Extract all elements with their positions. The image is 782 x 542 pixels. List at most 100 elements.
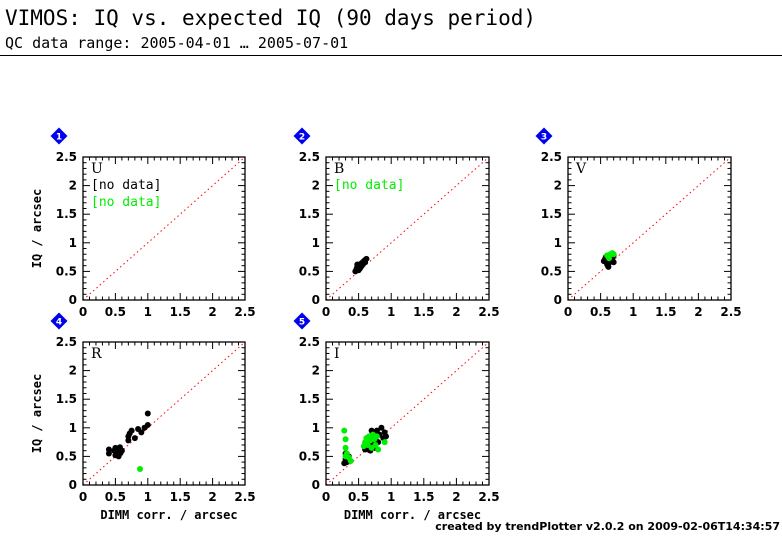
y-tick-label: 2.5 — [299, 150, 320, 164]
y-tick-label: 0 — [69, 478, 77, 492]
y-tick-label: 1 — [69, 421, 77, 435]
plot-frame — [82, 156, 246, 301]
y-axis-label: IQ / arcsec — [30, 374, 44, 453]
panel-badge-diamond — [293, 127, 311, 145]
y-tick-label: 1.5 — [56, 207, 77, 221]
data-point — [128, 427, 135, 434]
x-tick-label: 0 — [79, 305, 87, 319]
x-tick-label: 2.5 — [478, 305, 499, 319]
x-tick-label: 1.5 — [413, 305, 434, 319]
data-point — [373, 433, 380, 440]
plot-frame — [567, 156, 732, 301]
x-tick-label: 1.5 — [413, 490, 434, 504]
data-point — [356, 265, 363, 272]
data-point — [118, 447, 125, 454]
panel-badge-number: 4 — [56, 318, 62, 328]
y-tick-label: 2 — [554, 179, 562, 193]
x-tick-label: 0 — [322, 490, 330, 504]
data-point — [342, 444, 349, 451]
page-title: VIMOS: IQ vs. expected IQ (90 days perio… — [5, 6, 537, 30]
x-tick-label: 2.5 — [234, 305, 255, 319]
y-tick-label: 2 — [312, 179, 320, 193]
y-tick-label: 2.5 — [541, 150, 562, 164]
data-point — [347, 457, 354, 464]
data-point — [342, 436, 349, 443]
panel-badge-number: 5 — [299, 318, 305, 328]
x-axis-label: DIMM corr. / arcsec — [100, 508, 237, 522]
x-tick-label: 2 — [208, 305, 216, 319]
x-tick-label: 2 — [208, 490, 216, 504]
chart-panel-R: 4 0 0.5 1 1.5 2 2.5 0 0.5 1 1.5 2 2.5 IQ / arcsec DIMM… — [30, 312, 256, 522]
y-tick-label: 1 — [554, 236, 562, 250]
plot-frame — [82, 341, 246, 486]
data-point — [131, 435, 138, 442]
y-axis-label: IQ / arcsec — [30, 189, 44, 268]
x-axis-label: DIMM corr. / arcsec — [344, 508, 481, 522]
y-tick-label: 2.5 — [299, 335, 320, 349]
x-tick-label: 0.5 — [590, 305, 611, 319]
header: VIMOS: IQ vs. expected IQ (90 days perio… — [0, 0, 782, 62]
y-tick-label: 1 — [312, 421, 320, 435]
reference-line — [325, 156, 490, 301]
y-tick-label: 1.5 — [541, 207, 562, 221]
y-tick-label: 0.5 — [299, 264, 320, 278]
x-tick-label: 2.5 — [234, 490, 255, 504]
plot-frame — [325, 341, 490, 486]
data-point — [144, 421, 151, 428]
x-tick-label: 0.5 — [105, 305, 126, 319]
x-tick-label: 2 — [452, 490, 460, 504]
no-data-note: [no data] — [91, 195, 161, 210]
y-tick-label: 0.5 — [541, 264, 562, 278]
data-point — [363, 255, 370, 262]
chart-panel-U: 10 0.5 1 1.5 2 2.500.511.522.5IQ / arcsecU[no… — [30, 127, 256, 319]
data-point — [610, 259, 617, 266]
data-point — [105, 446, 112, 453]
x-tick-label: 2 — [694, 305, 702, 319]
plot-frame — [325, 156, 490, 301]
header-divider — [0, 55, 782, 56]
y-tick-label: 1.5 — [299, 392, 320, 406]
x-tick-label: 2 — [452, 305, 460, 319]
panel-band-label: U — [91, 161, 103, 177]
x-tick-label: 1 — [387, 305, 395, 319]
y-tick-label: 2.5 — [56, 335, 77, 349]
x-tick-label: 2.5 — [478, 490, 499, 504]
x-tick-label: 0 — [79, 490, 87, 504]
data-point — [381, 439, 388, 446]
y-tick-label: 0 — [554, 293, 562, 307]
x-tick-label: 0.5 — [105, 490, 126, 504]
x-tick-label: 0.5 — [348, 490, 369, 504]
y-tick-label: 1.5 — [56, 392, 77, 406]
x-tick-label: 2.5 — [720, 305, 741, 319]
y-tick-label: 1.5 — [299, 207, 320, 221]
y-tick-label: 2 — [69, 364, 77, 378]
panel-band-label: I — [334, 346, 340, 362]
chart-panel-I: 5 0 0.5 1 1.5 2 2.5 0 0.5 1 1.5 2 2.5 DIMM corr. / ar… — [293, 312, 500, 522]
no-data-note: [no data] — [334, 178, 404, 193]
footer-credit: created by trendPlotter v2.0.2 on 2009-0… — [435, 520, 780, 533]
chart-panel-B: 2 0 0.5 1 1.5 2 2.5 0 0.5 1 1.5 2 2.5 B[no data] — [293, 127, 500, 319]
data-point — [137, 465, 144, 472]
chart-panel-V: 3 0 0.5 1 1.5 2 2.5 0 0.5 1 1.5 2 2.5 V — [535, 127, 742, 319]
y-tick-label: 2.5 — [56, 150, 77, 164]
panel-badge-diamond — [293, 312, 311, 330]
reference-line — [82, 156, 246, 301]
data-point — [360, 443, 367, 450]
y-tick-label: 0.5 — [56, 264, 77, 278]
y-tick-label: 2 — [69, 179, 77, 193]
data-point — [138, 429, 145, 436]
no-data-note: [no data] — [91, 178, 161, 193]
panel-badge-number: 3 — [541, 133, 547, 143]
x-tick-label: 1 — [144, 305, 152, 319]
data-point — [342, 453, 349, 460]
panel-band-label: V — [575, 161, 587, 177]
x-tick-label: 1.5 — [655, 305, 676, 319]
panel-band-label: B — [334, 161, 344, 177]
reference-line — [82, 341, 246, 486]
data-range-subtitle: QC data range: 2005-04-01 … 2005-07-01 — [5, 34, 349, 52]
y-tick-label: 2 — [312, 364, 320, 378]
y-tick-label: 0 — [69, 293, 77, 307]
data-point — [610, 251, 617, 258]
x-tick-label: 1 — [387, 490, 395, 504]
